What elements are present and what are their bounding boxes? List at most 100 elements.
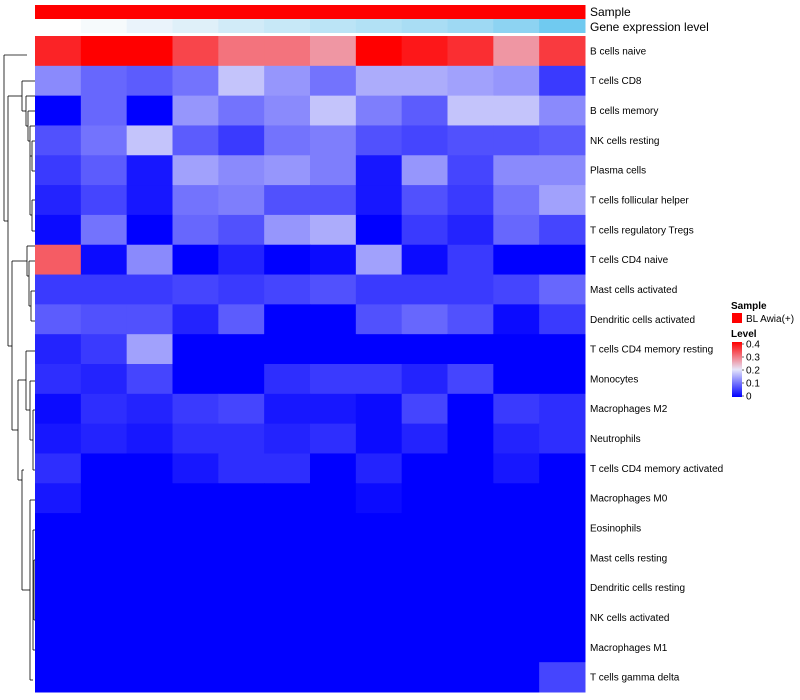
heatmap-cell [172,155,219,186]
gene-expression-annotation-cell [172,19,219,33]
heatmap-cell [264,542,311,574]
heatmap-cell [493,542,540,574]
heatmap-cell [401,274,448,305]
heatmap-cell [310,572,357,604]
heatmap-cell [264,155,311,186]
heatmap-cell [493,185,540,216]
heatmap-cell [355,334,403,365]
heatmap-cell [539,423,586,454]
row-label: T cells gamma delta [590,673,680,684]
heatmap-cell [80,572,128,604]
heatmap-cell [493,393,540,425]
heatmap-cell [310,542,357,574]
heatmap-cell [218,304,265,335]
heatmap-cell [493,364,540,395]
heatmap-cell [172,632,219,663]
heatmap-cell [35,364,82,395]
heatmap-cell [218,244,265,276]
heatmap-cell [80,602,128,633]
heatmap-cell [401,36,448,67]
heatmap-cell [264,662,311,693]
heatmap-cell [493,36,540,67]
heatmap-cell [126,274,173,305]
heatmap-cell [264,572,311,604]
heatmap-cell [218,602,265,633]
heatmap-cell [401,155,448,186]
row-label: Mast cells resting [590,553,667,564]
heatmap-cell [355,453,403,484]
heatmap-cell [539,572,586,604]
heatmap-cell [401,393,448,425]
legend-tick-label: 0 [746,392,752,403]
legend: Sample BL Awia(+) Level 0.4 0.3 0.2 0.1 0 [731,301,794,403]
heatmap-cell [493,423,540,454]
heatmap-cell [126,304,173,335]
heatmap-cell [218,36,265,67]
heatmap-cell [447,662,494,693]
heatmap-cell [218,95,265,126]
heatmap-cell [447,632,494,663]
row-label: NK cells resting [590,136,659,147]
heatmap-cell [172,513,219,544]
heatmap-cell [126,65,173,97]
gene-expression-annotation-cell [447,19,494,33]
row-label: Monocytes [590,374,638,385]
heatmap-cell [401,632,448,663]
heatmap-cell [172,334,219,365]
heatmap-cell [264,274,311,305]
heatmap-cell [447,393,494,425]
heatmap-cell [172,572,219,604]
legend-sample-title: Sample [731,301,767,312]
gene-expression-annotation-cell [80,19,128,33]
heatmap-cell [493,572,540,604]
heatmap-cell [126,602,173,633]
sample-annotation-cell [264,5,311,19]
row-label: Plasma cells [590,166,646,177]
heatmap-cell [493,274,540,305]
heatmap-cell [493,65,540,97]
heatmap-cell [126,662,173,693]
heatmap-cell [447,95,494,126]
heatmap-cell [401,602,448,633]
heatmap-cell [35,304,82,335]
heatmap-cell [172,214,219,246]
heatmap-cell [218,214,265,246]
heatmap-cell [35,393,82,425]
row-label: NK cells activated [590,613,669,624]
heatmap-cell [172,125,219,156]
heatmap-cell [355,572,403,604]
heatmap-cell [355,155,403,186]
gene-expression-annotation-cell [35,19,82,33]
row-label: Macrophages M0 [590,494,668,505]
heatmap-cell [172,483,219,514]
heatmap-cell [126,423,173,454]
heatmap-cell [447,65,494,97]
heatmap-cell [447,244,494,276]
heatmap-cell [35,155,82,186]
gene-expression-annotation-cell [355,19,403,33]
sample-annotation-cell [35,5,82,19]
sample-annotation-cell [447,5,494,19]
heatmap-cell [493,602,540,633]
heatmap-cell [126,185,173,216]
heatmap-cell [447,513,494,544]
heatmap-cell [310,513,357,544]
heatmap-cell [35,542,82,574]
annotation-label-sample: Sample [590,5,631,19]
heatmap-cell [493,334,540,365]
heatmap-cell [172,274,219,305]
heatmap-cell [35,214,82,246]
heatmap-cell [80,155,128,186]
row-label: T cells CD8 [590,76,642,87]
heatmap-cell [493,95,540,126]
heatmap-cell [355,185,403,216]
heatmap-cell [539,304,586,335]
heatmap-cell [80,423,128,454]
heatmap-cell [35,483,82,514]
heatmap-cell [355,244,403,276]
sample-annotation-cell [310,5,357,19]
heatmap-cell [310,453,357,484]
heatmap-cell [218,274,265,305]
heatmap-cell [493,125,540,156]
heatmap-cell [218,364,265,395]
